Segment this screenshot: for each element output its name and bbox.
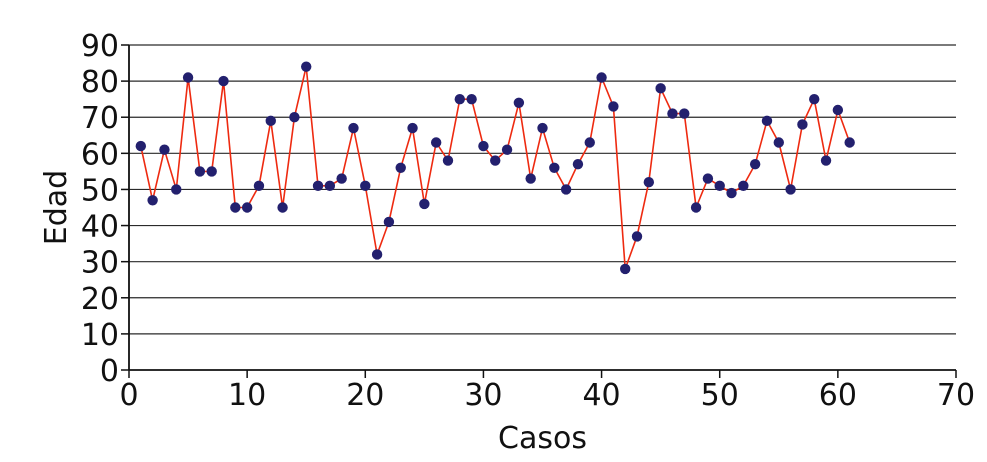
data-point (832, 104, 844, 116)
data-point (466, 93, 477, 105)
data-point (206, 166, 217, 177)
data-point (726, 187, 737, 199)
data-point (301, 61, 312, 72)
data-point (430, 137, 442, 148)
data-point (348, 122, 359, 134)
data-point (525, 173, 536, 184)
data-point (738, 180, 749, 192)
data-point (596, 72, 607, 83)
data-point (560, 184, 572, 195)
data-point (312, 180, 324, 192)
y-tick-label: 60 (81, 137, 119, 172)
y-axis-title: Edad (39, 170, 74, 245)
gridlines (129, 44, 956, 335)
y-tick-label: 10 (81, 318, 119, 353)
data-point (797, 119, 808, 130)
data-point (679, 108, 690, 119)
data-point (159, 144, 170, 155)
data-point (667, 108, 678, 119)
x-tick-label: 70 (937, 378, 975, 413)
x-tick-label: 60 (819, 378, 857, 413)
data-point (655, 83, 666, 94)
data-point (419, 198, 430, 210)
data-point (360, 180, 371, 192)
data-point (171, 184, 182, 195)
data-point (241, 202, 253, 213)
y-tick-label: 40 (81, 210, 119, 245)
data-point (572, 158, 584, 170)
data-point (336, 173, 347, 184)
data-point (690, 202, 702, 213)
y-tick-label: 90 (81, 29, 119, 64)
data-point (277, 202, 288, 213)
data-point (608, 101, 619, 112)
data-point (478, 140, 489, 152)
data-point (194, 166, 206, 177)
y-tick-label: 70 (81, 101, 119, 136)
x-tick-label: 10 (228, 378, 266, 413)
data-point (289, 112, 300, 123)
y-tick-label: 0 (100, 354, 119, 389)
data-point (537, 122, 548, 134)
y-tick-label: 80 (81, 65, 119, 100)
data-point (324, 180, 336, 192)
data-point (442, 155, 454, 166)
data-point (844, 137, 855, 148)
data-point (383, 216, 395, 228)
data-point (371, 249, 383, 260)
series-line (140, 65, 851, 270)
x-tick-label: 40 (582, 378, 620, 413)
data-point (218, 75, 229, 87)
data-point (785, 184, 796, 195)
axes (121, 44, 957, 378)
data-point (702, 173, 714, 184)
data-point (620, 263, 631, 275)
y-tick-label: 30 (81, 246, 119, 281)
data-point (147, 195, 158, 206)
data-point (513, 97, 525, 108)
data-point (395, 162, 406, 173)
x-axis-title: Casos (498, 421, 587, 456)
data-point (407, 122, 418, 134)
data-point (761, 115, 773, 127)
data-point (631, 231, 643, 242)
data-point (549, 162, 560, 173)
data-point (454, 93, 465, 105)
data-point (490, 155, 501, 166)
data-point (714, 180, 725, 192)
data-point (501, 144, 513, 155)
data-point (584, 137, 595, 148)
data-point (820, 155, 832, 166)
x-tick-label: 20 (346, 378, 384, 413)
data-point (773, 137, 784, 148)
data-point (135, 140, 147, 152)
x-tick-label: 0 (119, 378, 138, 413)
x-tick-label: 30 (464, 378, 502, 413)
data-markers (135, 61, 855, 275)
y-tick-label: 50 (81, 173, 119, 208)
data-line-layer (140, 65, 851, 270)
data-point (749, 158, 761, 170)
data-point (253, 180, 265, 192)
y-tick-label: 20 (81, 282, 119, 317)
data-point (809, 93, 820, 105)
data-point (643, 177, 655, 188)
data-point (265, 115, 276, 127)
data-point (182, 72, 194, 83)
data-point (230, 202, 241, 213)
x-tick-label: 50 (701, 378, 739, 413)
